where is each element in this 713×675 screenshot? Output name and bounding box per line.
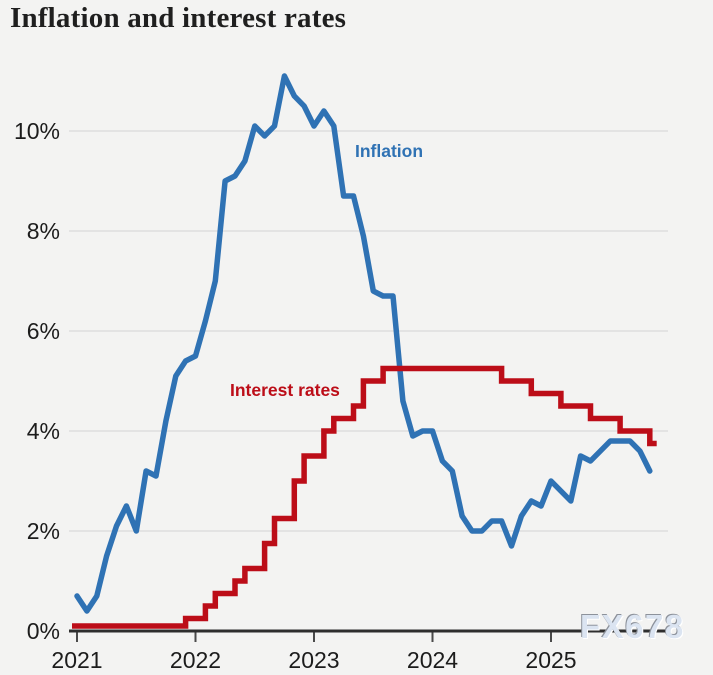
y-axis-label: 6% [27,318,60,344]
interest-rates-line [72,365,657,629]
x-axis-label: 2021 [51,647,102,673]
x-axis-label: 2024 [407,647,458,673]
interest-rates-series-label: Interest rates [230,380,340,400]
inflation-line [74,73,653,614]
x-axis-label: 2022 [170,647,221,673]
y-axis-label: 0% [27,618,60,644]
y-axis-label: 8% [27,218,60,244]
x-axis-label: 2025 [525,647,576,673]
chart-title: Inflation and interest rates [10,2,347,34]
y-axis-label: 2% [27,518,60,544]
inflation-series-label: Inflation [355,141,424,161]
x-axis-label: 2023 [288,647,339,673]
y-axis-label: 4% [27,418,60,444]
y-axis-label: 10% [14,118,60,144]
fx678-watermark: FX678 [580,608,685,645]
